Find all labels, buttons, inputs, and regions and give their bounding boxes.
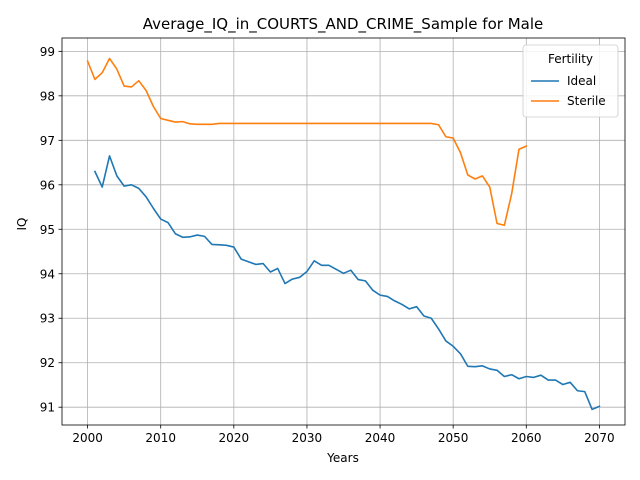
legend-title: Fertility [548,52,593,66]
legend: Fertility Ideal Sterile [522,44,619,118]
series-lines [86,57,601,411]
legend-label-ideal: Ideal [567,74,596,88]
y-axis-ticks: 91 92 93 94 95 96 97 98 99 [40,45,62,415]
y-tick-label: 97 [40,134,55,148]
x-tick-label: 2000 [72,431,103,445]
chart-title: Average_IQ_in_COURTS_AND_CRIME_Sample fo… [143,15,543,34]
plot-frame [61,37,626,426]
x-tick-label: 2030 [292,431,323,445]
y-tick-label: 95 [40,223,55,237]
y-tick-label: 99 [40,45,55,59]
x-tick-label: 2070 [584,431,615,445]
x-tick-label: 2040 [365,431,396,445]
x-tick-label: 2060 [511,431,542,445]
series-line-ideal [93,155,601,411]
y-tick-label: 98 [40,89,55,103]
y-axis-label: IQ [15,218,29,231]
x-axis-ticks: 2000 2010 2020 2030 2040 2050 2060 2070 [72,425,615,445]
legend-label-sterile: Sterile [567,94,606,108]
x-tick-label: 2010 [145,431,176,445]
x-tick-label: 2020 [219,431,250,445]
x-axis-label: Years [326,451,359,465]
legend-box [522,44,619,118]
series-line-sterile [86,57,528,227]
y-tick-label: 92 [40,356,55,370]
y-tick-label: 91 [40,401,55,415]
y-tick-label: 96 [40,178,55,192]
y-tick-label: 94 [40,267,55,281]
x-tick-label: 2050 [438,431,469,445]
y-tick-label: 93 [40,312,55,326]
